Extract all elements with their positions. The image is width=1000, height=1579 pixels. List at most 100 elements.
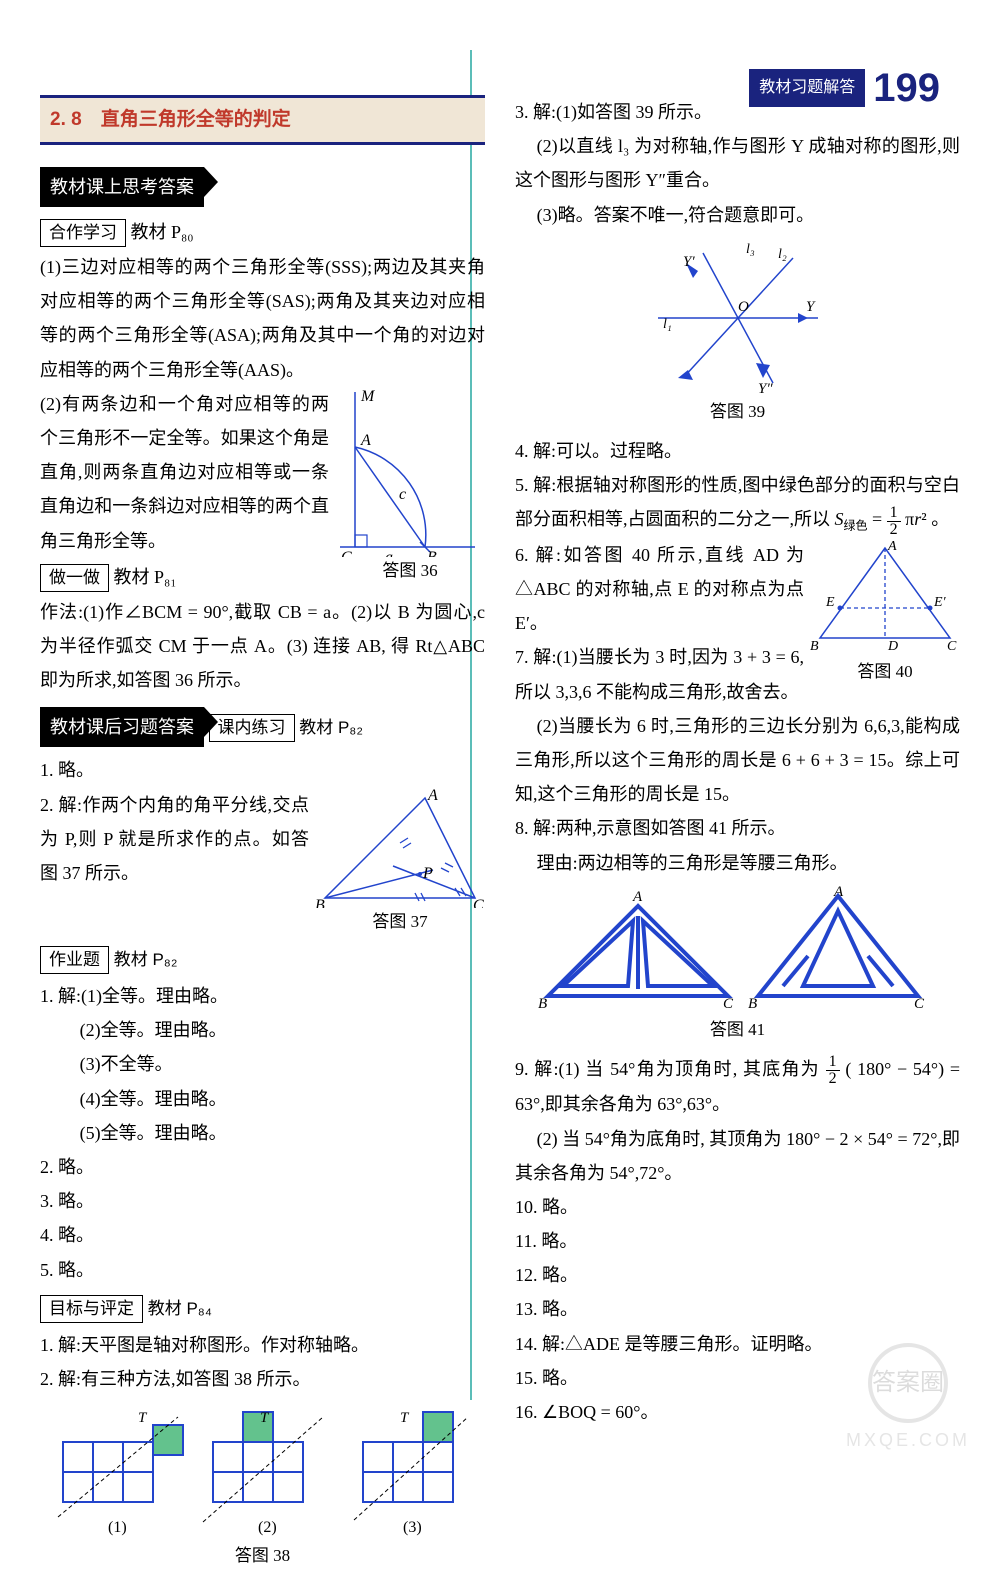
q6-7-block: A B C D E E′ 答图 40 6. 解:如答图 40 所示,直线 AD … bbox=[515, 538, 960, 709]
zuoye-ref: 教材 P₈₂ bbox=[114, 944, 178, 976]
svg-text:C: C bbox=[723, 996, 734, 1012]
zuoye-1-2: (2)全等。理由略。 bbox=[40, 1013, 485, 1047]
svg-text:M: M bbox=[360, 388, 376, 405]
svg-text:l₂: l₂ bbox=[778, 247, 787, 262]
svg-text:l₃: l₃ bbox=[746, 242, 755, 257]
svg-text:C: C bbox=[914, 996, 925, 1012]
q9-2: (2) 当 54°角为底角时, 其顶角为 180° − 2 × 54° = 72… bbox=[515, 1122, 960, 1190]
q9-1a: 9. 解:(1) 当 54°角为顶角时, 其底角为 bbox=[515, 1059, 826, 1079]
fig40-caption: 答图 40 bbox=[810, 656, 960, 688]
svg-text:l₁: l₁ bbox=[663, 317, 672, 332]
zuoye-label: 作业题 bbox=[40, 946, 109, 974]
heading-after-class: 教材课后习题答案 bbox=[40, 707, 204, 747]
kenei-2-block: A B C P 答图 37 2. 解:作两个内角的角平分线,交点为 P,则 P … bbox=[40, 788, 485, 938]
svg-text:(2): (2) bbox=[258, 1519, 277, 1536]
figure-36: M A c C a B 答图 36 bbox=[335, 387, 485, 587]
svg-text:c: c bbox=[399, 486, 406, 503]
q13: 13. 略。 bbox=[515, 1292, 960, 1326]
svg-text:C: C bbox=[473, 897, 484, 908]
fig38-svg: T (1) T (2) bbox=[48, 1402, 478, 1542]
fig36-caption: 答图 36 bbox=[335, 555, 485, 587]
left-column: 2. 8 直角三角形全等的判定 教材课上思考答案 合作学习 教材 P₈₀ (1)… bbox=[40, 95, 485, 1579]
figure-39: O Y l₁ l₂ l₃ Y′ Y″ 答图 39 bbox=[515, 238, 960, 428]
mubiao-row: 目标与评定 教材 P₈₄ bbox=[40, 1293, 212, 1325]
svg-text:B: B bbox=[810, 639, 819, 654]
zuoye-2: 2. 略。 bbox=[40, 1150, 485, 1184]
q5: 5. 解:根据轴对称图形的性质,图中绿色部分的面积与空白部分面积相等,占圆面积的… bbox=[515, 468, 960, 538]
heading-class-thinking: 教材课上思考答案 bbox=[40, 167, 204, 207]
figure-40: A B C D E E′ 答图 40 bbox=[810, 538, 960, 688]
mubiao-2: 2. 解:有三种方法,如答图 38 所示。 bbox=[40, 1362, 485, 1396]
svg-text:C: C bbox=[341, 549, 352, 557]
q11: 11. 略。 bbox=[515, 1224, 960, 1258]
svg-text:A: A bbox=[427, 788, 438, 804]
zuoye-1-3: (3)不全等。 bbox=[40, 1047, 485, 1081]
figure-37: A B C P 答图 37 bbox=[315, 788, 485, 938]
svg-text:B: B bbox=[538, 996, 547, 1012]
zuoye-1-1: 1. 解:(1)全等。理由略。 bbox=[40, 979, 485, 1013]
q12: 12. 略。 bbox=[515, 1258, 960, 1292]
svg-text:Y: Y bbox=[806, 299, 816, 315]
zuoye-3: 3. 略。 bbox=[40, 1184, 485, 1218]
zuoye-1-4: (4)全等。理由略。 bbox=[40, 1082, 485, 1116]
fig40-svg: A B C D E E′ bbox=[810, 538, 960, 658]
watermark: 答案圈 MXQE.COM bbox=[846, 1343, 970, 1457]
svg-text:E′: E′ bbox=[933, 595, 947, 610]
fig39-caption: 答图 39 bbox=[515, 396, 960, 428]
hezuo-block-2: M A c C a B 答图 36 (2)有两条边和一个角对应相等的两个三角形不… bbox=[40, 387, 485, 697]
zuoye-4: 4. 略。 bbox=[40, 1218, 485, 1252]
svg-text:A: A bbox=[833, 886, 844, 900]
watermark-url: MXQE.COM bbox=[846, 1423, 970, 1457]
svg-text:(1): (1) bbox=[108, 1519, 127, 1536]
fig41-svg: A B C A B C bbox=[538, 886, 938, 1016]
zuoye-5: 5. 略。 bbox=[40, 1253, 485, 1287]
svg-text:E: E bbox=[825, 595, 835, 610]
fig39-svg: O Y l₁ l₂ l₃ Y′ Y″ bbox=[638, 238, 838, 398]
svg-text:(3): (3) bbox=[403, 1519, 422, 1536]
svg-text:T: T bbox=[400, 1410, 410, 1426]
hezuo-p1: (1)三边对应相等的两个三角形全等(SSS);两边及其夹角对应相等的两个三角形全… bbox=[40, 250, 485, 387]
q7-2: (2)当腰长为 6 时,三角形的三边长分别为 6,6,3,能构成三角形,所以这个… bbox=[515, 709, 960, 812]
mubiao-label: 目标与评定 bbox=[40, 1295, 143, 1323]
hezuo-label: 合作学习 bbox=[40, 219, 126, 247]
hezuo-row: 合作学习 教材 P₈₀ bbox=[40, 213, 485, 250]
q8-2: 理由:两边相等的三角形是等腰三角形。 bbox=[515, 846, 960, 880]
svg-text:B: B bbox=[315, 897, 325, 908]
fig36-svg: M A c C a B bbox=[335, 387, 485, 557]
fig41-caption: 答图 41 bbox=[515, 1014, 960, 1046]
svg-text:A: A bbox=[360, 432, 371, 449]
kenei-label: 课内练习 bbox=[209, 714, 295, 742]
mubiao-ref: 教材 P₈₄ bbox=[148, 1293, 212, 1325]
kenei-ref: 教材 P₈₂ bbox=[299, 712, 363, 744]
svg-text:B: B bbox=[748, 996, 757, 1012]
figure-38: T (1) T (2) bbox=[40, 1402, 485, 1572]
mubiao-1: 1. 解:天平图是轴对称图形。作对称轴略。 bbox=[40, 1328, 485, 1362]
svg-text:Y″: Y″ bbox=[758, 381, 773, 397]
zuoyizuo-label: 做一做 bbox=[40, 564, 109, 592]
section-title: 2. 8 直角三角形全等的判定 bbox=[40, 95, 485, 145]
watermark-circle: 答案圈 bbox=[868, 1343, 948, 1423]
fig38-caption: 答图 38 bbox=[40, 1540, 485, 1572]
svg-text:D: D bbox=[887, 639, 898, 654]
kenei-1: 1. 略。 bbox=[40, 753, 485, 787]
figure-41: A B C A B C 答图 41 bbox=[515, 886, 960, 1046]
zuoye-1-5: (5)全等。理由略。 bbox=[40, 1116, 485, 1150]
svg-text:P: P bbox=[422, 865, 433, 882]
svg-text:O: O bbox=[738, 299, 749, 315]
hezuo-ref: 教材 P₈₀ bbox=[131, 222, 194, 242]
q9-1: 9. 解:(1) 当 54°角为顶角时, 其底角为 12 ( 180° − 54… bbox=[515, 1052, 960, 1122]
content-columns: 2. 8 直角三角形全等的判定 教材课上思考答案 合作学习 教材 P₈₀ (1)… bbox=[40, 95, 960, 1579]
svg-text:T: T bbox=[138, 1410, 148, 1426]
svg-text:Y′: Y′ bbox=[683, 254, 695, 270]
q10: 10. 略。 bbox=[515, 1190, 960, 1224]
svg-text:C: C bbox=[947, 639, 957, 654]
q5-text-b: 。 bbox=[931, 509, 949, 529]
kenei-row: 课内练习 教材 P₈₂ bbox=[209, 712, 363, 744]
zuoyizuo-body: 作法:(1)作∠BCM = 90°,截取 CB = a。(2)以 B 为圆心,c… bbox=[40, 595, 485, 698]
q3-3: (3)略。答案不唯一,符合题意即可。 bbox=[515, 198, 960, 232]
fig37-svg: A B C P bbox=[315, 788, 485, 908]
svg-text:A: A bbox=[887, 539, 897, 554]
zuoye-row: 作业题 教材 P₈₂ bbox=[40, 944, 177, 976]
svg-text:A: A bbox=[632, 889, 643, 905]
q4: 4. 解:可以。过程略。 bbox=[515, 434, 960, 468]
